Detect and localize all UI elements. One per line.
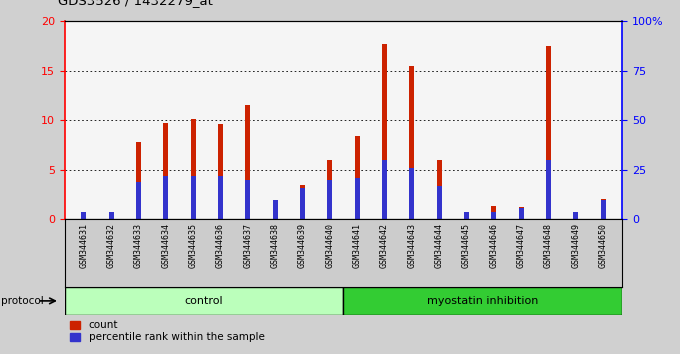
Text: GSM344635: GSM344635 bbox=[188, 223, 198, 268]
Bar bbox=[464, 217, 469, 219]
Text: GSM344633: GSM344633 bbox=[134, 223, 143, 268]
Text: GSM344636: GSM344636 bbox=[216, 223, 225, 268]
Bar bbox=[218, 124, 223, 219]
Bar bbox=[218, 176, 223, 219]
Bar bbox=[600, 200, 605, 219]
Bar bbox=[464, 212, 469, 219]
Bar bbox=[382, 160, 387, 219]
Bar bbox=[546, 160, 551, 219]
Bar bbox=[327, 180, 333, 219]
Text: GSM344642: GSM344642 bbox=[380, 223, 389, 268]
Bar bbox=[109, 217, 114, 219]
Bar bbox=[327, 160, 333, 219]
Text: GSM344644: GSM344644 bbox=[435, 223, 443, 268]
Bar bbox=[546, 46, 551, 219]
Bar bbox=[343, 287, 622, 315]
Bar bbox=[82, 212, 86, 219]
Text: GSM344649: GSM344649 bbox=[571, 223, 580, 268]
Bar bbox=[300, 188, 305, 219]
Bar bbox=[573, 212, 578, 219]
Bar bbox=[491, 212, 496, 219]
Bar bbox=[136, 182, 141, 219]
Text: GSM344631: GSM344631 bbox=[80, 223, 88, 268]
Text: GSM344641: GSM344641 bbox=[352, 223, 362, 268]
Bar bbox=[491, 206, 496, 219]
Text: GSM344647: GSM344647 bbox=[517, 223, 526, 268]
Bar bbox=[245, 105, 250, 219]
Text: control: control bbox=[185, 296, 223, 306]
Bar bbox=[273, 217, 277, 219]
Bar bbox=[300, 185, 305, 219]
Bar bbox=[245, 180, 250, 219]
Bar bbox=[109, 212, 114, 219]
Bar bbox=[163, 123, 168, 219]
Bar bbox=[136, 142, 141, 219]
Bar bbox=[573, 217, 578, 219]
Bar bbox=[382, 44, 387, 219]
Text: GSM344646: GSM344646 bbox=[489, 223, 498, 268]
Text: GSM344648: GSM344648 bbox=[544, 223, 553, 268]
Bar bbox=[190, 176, 196, 219]
Text: protocol: protocol bbox=[1, 296, 44, 306]
Text: GSM344634: GSM344634 bbox=[161, 223, 170, 268]
Bar bbox=[437, 186, 441, 219]
Bar bbox=[437, 160, 441, 219]
Text: GSM344639: GSM344639 bbox=[298, 223, 307, 268]
Text: myostatin inhibition: myostatin inhibition bbox=[427, 296, 539, 306]
Bar bbox=[600, 199, 605, 219]
Bar bbox=[409, 66, 414, 219]
Legend: count, percentile rank within the sample: count, percentile rank within the sample bbox=[70, 320, 265, 342]
Text: GDS3526 / 1432279_at: GDS3526 / 1432279_at bbox=[58, 0, 213, 7]
Text: GSM344650: GSM344650 bbox=[598, 223, 607, 268]
Text: GSM344632: GSM344632 bbox=[107, 223, 116, 268]
Text: GSM344643: GSM344643 bbox=[407, 223, 416, 268]
Bar bbox=[409, 168, 414, 219]
Bar bbox=[354, 178, 360, 219]
Bar bbox=[273, 200, 277, 219]
Bar bbox=[519, 207, 524, 219]
Bar bbox=[82, 217, 86, 219]
Text: GSM344638: GSM344638 bbox=[271, 223, 279, 268]
Bar bbox=[354, 136, 360, 219]
Bar bbox=[65, 287, 343, 315]
Text: GSM344637: GSM344637 bbox=[243, 223, 252, 268]
Bar bbox=[190, 119, 196, 219]
Bar bbox=[519, 207, 524, 219]
Text: GSM344645: GSM344645 bbox=[462, 223, 471, 268]
Bar bbox=[163, 176, 168, 219]
Text: GSM344640: GSM344640 bbox=[325, 223, 335, 268]
